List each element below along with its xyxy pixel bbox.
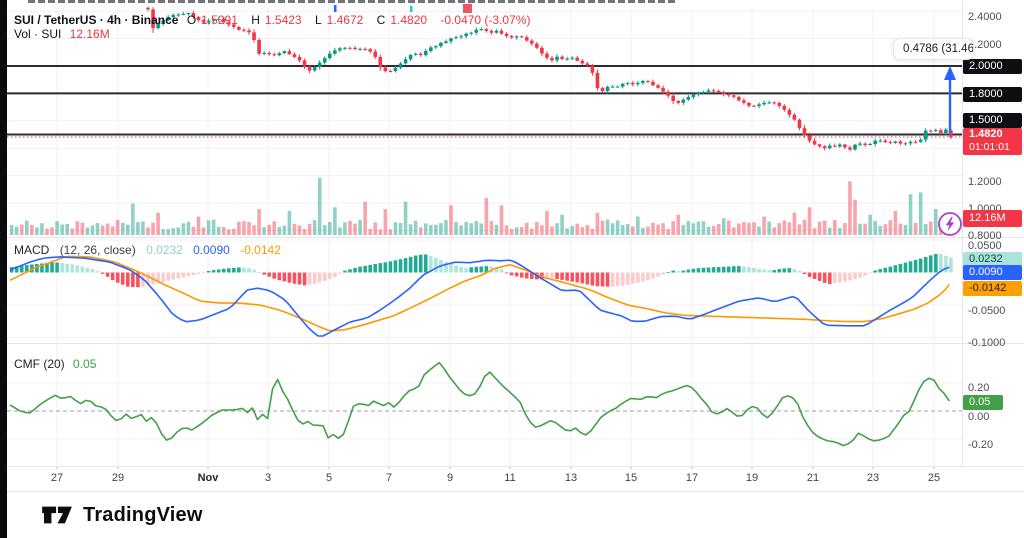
symbol-title: SUI / TetherUS · 4h · Binance bbox=[14, 13, 179, 27]
price-tick: 0.8000 bbox=[968, 230, 1002, 242]
time-tick-Nov: Nov bbox=[197, 472, 219, 484]
time-tick-11: 11 bbox=[504, 472, 516, 484]
volume-value: 12.16M bbox=[69, 27, 110, 41]
current-price-label: 1.4820 01:01:01 bbox=[963, 127, 1022, 155]
level-price-label: 1.8000 bbox=[963, 86, 1022, 102]
price-tick: 2.4000 bbox=[968, 11, 1002, 23]
time-tick-17: 17 bbox=[685, 472, 699, 484]
measure-tooltip: 0.4786 (31.46 bbox=[893, 38, 974, 60]
macd-signal-value: -0.0142 bbox=[240, 243, 281, 257]
time-tick-27: 27 bbox=[50, 472, 64, 484]
pane-separators[interactable] bbox=[0, 0, 1024, 492]
cmf-title: CMF (20) bbox=[14, 357, 65, 371]
cmf-tick: 0.20 bbox=[968, 382, 990, 394]
time-tick-3: 3 bbox=[264, 472, 272, 484]
macd-title: MACD bbox=[14, 243, 50, 257]
time-tick-15: 15 bbox=[624, 472, 638, 484]
volume-legend[interactable]: Vol · SUI 12.16M bbox=[14, 27, 115, 41]
macd-value-label-teal: 0.0232 bbox=[963, 251, 1022, 267]
top-crop-artifacts bbox=[334, 4, 472, 13]
boost-lightning-icon[interactable] bbox=[937, 211, 963, 237]
cmf-line bbox=[9, 361, 950, 447]
macd-line bbox=[9, 256, 950, 337]
macd-histogram bbox=[9, 254, 953, 288]
volume-series bbox=[9, 177, 953, 236]
time-tick-23: 23 bbox=[866, 472, 880, 484]
macd-value-label-blue: 0.0090 bbox=[963, 264, 1022, 280]
cmf-legend[interactable]: CMF (20) 0.05 bbox=[14, 357, 101, 371]
macd-tick: -0.0500 bbox=[968, 305, 1006, 317]
crop-left-edge bbox=[0, 0, 7, 538]
ohlc-open: O 1.5291 bbox=[186, 13, 238, 27]
time-tick-5: 5 bbox=[325, 472, 333, 484]
macd-hist-value: 0.0232 bbox=[146, 243, 183, 257]
cmf-value: 0.05 bbox=[73, 357, 97, 371]
volume-value-label: 12.16M bbox=[963, 209, 1022, 227]
price-tick: 1.2000 bbox=[968, 176, 1002, 188]
measure-arrow[interactable] bbox=[944, 66, 956, 133]
ohlc-high: H 1.5423 bbox=[251, 13, 302, 27]
tradingview-mark-icon bbox=[42, 506, 72, 524]
macd-value-label-orange: -0.0142 bbox=[963, 280, 1022, 296]
cmf-tick: -0.20 bbox=[968, 439, 994, 451]
ohlc-close: C 1.4820 bbox=[376, 13, 428, 27]
tradingview-logo[interactable]: TradingView bbox=[40, 502, 203, 528]
time-tick-19: 19 bbox=[745, 472, 759, 484]
time-tick-9: 9 bbox=[446, 472, 454, 484]
grid bbox=[7, 8, 962, 469]
horizontal-level-lines[interactable] bbox=[7, 65, 962, 136]
macd-tick: -0.1000 bbox=[968, 337, 1006, 349]
volume-label: Vol · SUI bbox=[14, 27, 62, 41]
time-tick-25: 25 bbox=[927, 472, 941, 484]
macd-line-value: 0.0090 bbox=[193, 243, 230, 257]
cmf-tick: 0.00 bbox=[968, 411, 990, 423]
time-tick-7: 7 bbox=[385, 472, 393, 484]
cropped-text-remnant bbox=[28, 0, 676, 3]
brand-text: TradingView bbox=[83, 503, 203, 526]
ohlc-low: L 1.4672 bbox=[314, 13, 364, 27]
price-tick: 2.2000 bbox=[968, 39, 1002, 51]
macd-legend[interactable]: MACD (12, 26, close) 0.0232 0.0090 -0.01… bbox=[14, 243, 288, 257]
time-tick-21: 21 bbox=[806, 472, 820, 484]
price-change: -0.0470 (-3.07%) bbox=[440, 13, 531, 27]
candlestick-series bbox=[146, 6, 953, 152]
macd-tick: 0.0500 bbox=[968, 240, 1002, 252]
macd-signal-line bbox=[9, 255, 950, 332]
macd-params: (12, 26, close) bbox=[59, 243, 136, 257]
cmf-value-label: 0.05 bbox=[963, 394, 1003, 410]
time-tick-29: 29 bbox=[111, 472, 125, 484]
level-price-label: 2.0000 bbox=[963, 58, 1022, 74]
time-tick-13: 13 bbox=[564, 472, 578, 484]
level-price-label: 1.5000 bbox=[963, 112, 1022, 128]
